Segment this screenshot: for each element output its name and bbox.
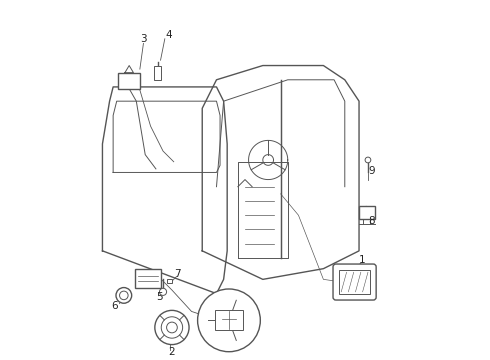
FancyBboxPatch shape [333, 264, 376, 300]
Circle shape [197, 289, 260, 352]
Bar [216, 310, 243, 330]
Text: 6: 6 [112, 301, 118, 311]
Circle shape [225, 317, 233, 324]
Circle shape [167, 322, 177, 333]
Bar [135, 269, 161, 288]
Bar [154, 66, 161, 80]
Circle shape [155, 310, 189, 345]
Bar [359, 206, 375, 219]
Circle shape [365, 157, 371, 163]
Circle shape [159, 288, 167, 296]
Text: 3: 3 [140, 34, 147, 44]
Circle shape [120, 291, 128, 300]
Text: 1: 1 [359, 255, 366, 265]
Text: 5: 5 [156, 292, 163, 302]
Text: 8: 8 [368, 216, 375, 226]
Bar [167, 279, 172, 283]
Bar [340, 270, 370, 294]
Bar [119, 73, 140, 89]
Text: 4: 4 [165, 30, 172, 40]
Text: 7: 7 [174, 269, 181, 279]
Circle shape [161, 317, 183, 338]
Text: 9: 9 [368, 166, 375, 176]
Circle shape [116, 288, 132, 303]
Text: 2: 2 [169, 347, 175, 357]
